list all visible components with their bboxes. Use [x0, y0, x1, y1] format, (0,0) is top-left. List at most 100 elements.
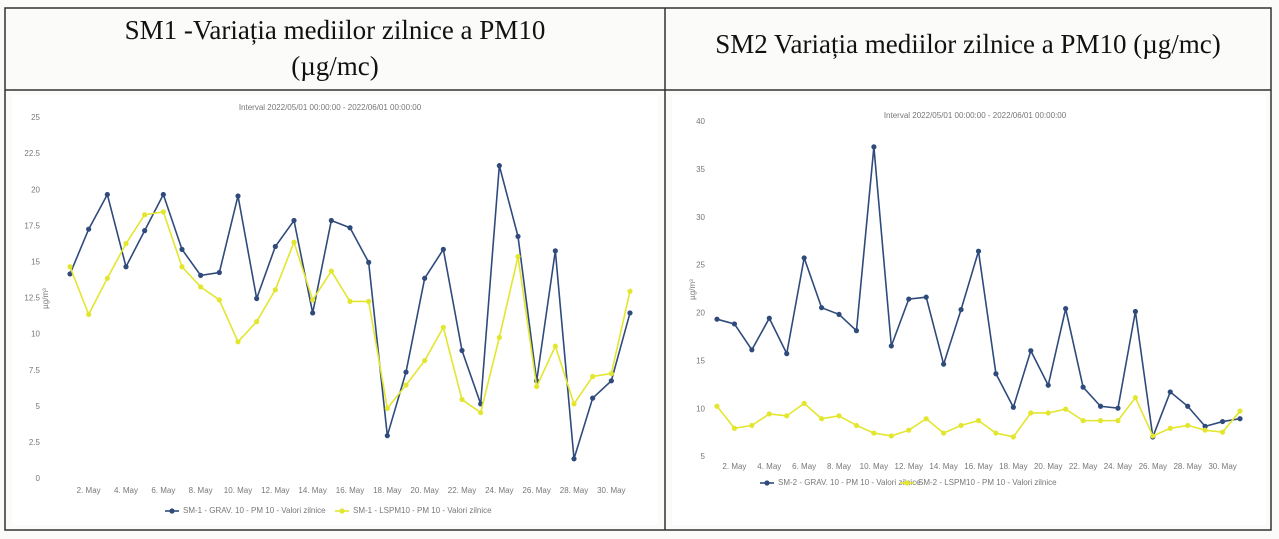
data-point: [142, 212, 148, 218]
data-point: [853, 422, 860, 429]
data-point: [975, 248, 982, 254]
data-point: [958, 307, 964, 313]
data-point: [310, 310, 316, 316]
data-point: [801, 255, 807, 261]
x-tick-label: 4. May: [114, 486, 138, 495]
data-point: [478, 409, 484, 416]
data-point: [749, 347, 755, 353]
data-point: [440, 324, 446, 330]
x-tick-label: 8. May: [189, 486, 213, 495]
data-point: [272, 243, 278, 250]
data-point: [731, 425, 738, 431]
data-point: [608, 370, 614, 377]
data-point: [179, 246, 185, 253]
data-point: [440, 246, 446, 253]
data-point: [160, 191, 166, 198]
data-point: [749, 422, 755, 429]
data-point: [993, 430, 999, 436]
y-tick-label: 12.5: [24, 294, 40, 303]
data-point: [1237, 416, 1243, 422]
data-point: [552, 343, 558, 349]
data-point: [1115, 405, 1121, 411]
x-tick-label: 18. May: [999, 462, 1027, 471]
data-point: [254, 319, 260, 325]
legend-swatch: [764, 480, 770, 486]
data-point: [1080, 418, 1086, 424]
x-tick-label: 6. May: [792, 462, 816, 471]
y-tick-label: 40: [696, 117, 705, 126]
data-point: [552, 248, 558, 254]
x-tick-label: 2. May: [77, 486, 101, 495]
chart-subtitle: Interval 2022/05/01 00:00:00 - 2022/06/0…: [884, 111, 1067, 120]
data-point: [142, 228, 148, 234]
x-tick-label: 8. May: [827, 462, 851, 471]
data-point: [1097, 418, 1104, 424]
legend-label: SM-1 - LSPM10 - PM 10 - Valori zilnice: [353, 506, 492, 515]
data-point: [766, 411, 772, 417]
y-tick-label: 10: [31, 330, 40, 339]
data-point: [254, 295, 260, 302]
data-point: [627, 288, 633, 294]
data-point: [235, 193, 241, 199]
x-tick-label: 26. May: [522, 486, 550, 495]
x-tick-label: 20. May: [410, 486, 438, 495]
data-point: [1219, 418, 1226, 425]
data-point: [993, 371, 999, 377]
x-tick-label: 24. May: [1104, 462, 1132, 471]
legend-label: SM-1 - GRAV. 10 - PM 10 - Valori zilnice: [183, 506, 326, 515]
data-point: [198, 284, 204, 290]
data-point: [923, 416, 929, 422]
data-point: [67, 264, 73, 270]
x-tick-label: 6. May: [151, 486, 175, 495]
data-point: [1097, 403, 1104, 409]
data-point: [160, 209, 166, 215]
y-tick-label: 2.5: [29, 438, 41, 447]
x-tick-label: 26. May: [1139, 462, 1167, 471]
data-point: [123, 264, 129, 270]
y-tick-label: 5: [36, 402, 41, 411]
data-point: [179, 264, 185, 270]
data-point: [1219, 429, 1226, 435]
data-point: [888, 343, 894, 349]
data-point: [906, 427, 912, 433]
data-point: [801, 400, 807, 406]
x-tick-label: 28. May: [1173, 462, 1201, 471]
data-point: [731, 321, 738, 327]
y-tick-label: 20: [31, 185, 40, 194]
data-point: [366, 259, 372, 265]
data-point: [515, 233, 521, 240]
data-point: [819, 416, 825, 422]
data-point: [941, 430, 947, 436]
legend-label: SM-2 - GRAV. 10 - PM 10 - Valori zilnice: [778, 478, 921, 487]
legend-swatch: [339, 508, 345, 514]
data-point: [871, 144, 877, 150]
data-point: [1202, 427, 1208, 433]
x-tick-label: 4. May: [757, 462, 781, 471]
data-point: [766, 315, 772, 321]
data-point: [941, 361, 947, 367]
x-tick-label: 10. May: [860, 462, 888, 471]
x-tick-label: 14. May: [929, 462, 957, 471]
data-point: [784, 413, 790, 419]
data-point: [714, 316, 720, 322]
x-tick-label: 30. May: [597, 486, 625, 495]
data-point: [836, 413, 842, 419]
data-point: [1167, 389, 1173, 395]
data-point: [1010, 434, 1016, 440]
data-point: [328, 268, 334, 274]
data-point: [1115, 418, 1121, 424]
data-point: [86, 226, 92, 232]
legend-label: SM-2 - LSPM10 - PM 10 - Valori zilnice: [918, 478, 1057, 487]
y-tick-label: 5: [701, 452, 706, 461]
y-tick-label: 17.5: [24, 221, 40, 230]
data-point: [714, 403, 720, 409]
data-point: [1045, 410, 1051, 416]
x-tick-label: 12. May: [261, 486, 289, 495]
data-point: [1080, 384, 1086, 390]
data-point: [1010, 404, 1016, 410]
data-point: [1028, 348, 1034, 354]
data-point: [871, 430, 877, 436]
data-point: [328, 217, 334, 224]
x-tick-label: 16. May: [336, 486, 364, 495]
